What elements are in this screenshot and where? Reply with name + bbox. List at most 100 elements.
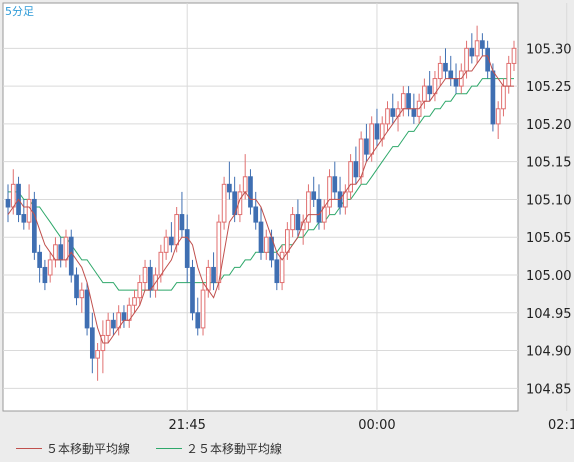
candle-body-up: [437, 62, 443, 80]
candle-body-up: [464, 47, 469, 72]
candle-body-down: [253, 206, 259, 223]
candle: [332, 161, 338, 200]
candle-body-down: [411, 108, 417, 117]
candle-body-up: [79, 289, 85, 299]
candle-body-down: [390, 108, 396, 117]
candle: [47, 252, 53, 283]
x-tick-label: 00:00: [358, 418, 395, 433]
candle: [390, 93, 396, 124]
candle-body-up: [242, 176, 248, 193]
candle: [353, 146, 359, 185]
candle: [474, 25, 480, 64]
candle-body-down: [485, 47, 490, 72]
candle: [480, 33, 485, 56]
candle-body-down: [480, 40, 485, 49]
candle-body-up: [142, 266, 148, 284]
candle: [364, 123, 369, 162]
candle: [511, 40, 517, 71]
candle-body-down: [374, 123, 380, 140]
candle: [327, 169, 332, 215]
candle: [306, 184, 311, 230]
candle-body-down: [353, 161, 359, 178]
ma5-line: [7, 55, 514, 344]
candle: [42, 259, 48, 291]
candle-body-down: [5, 198, 11, 208]
candle: [95, 343, 100, 381]
candle-body-down: [190, 266, 195, 314]
candle-body-up: [501, 85, 506, 110]
candle-body-up: [400, 93, 406, 110]
x-tick-label: 02:15: [548, 418, 574, 433]
candle: [163, 229, 169, 260]
y-tick-label: 104.90: [526, 345, 572, 360]
candle-body-up: [327, 176, 332, 208]
y-tick-label: 105.25: [526, 80, 572, 95]
ma5-layer: [7, 55, 514, 344]
candle-body-down: [453, 78, 459, 87]
y-tick-label: 105.30: [526, 42, 572, 57]
y-tick-label: 104.85: [526, 382, 572, 397]
legend-ma25: ２５本移動平均線: [156, 441, 283, 456]
candle-body-up: [174, 214, 180, 246]
candle: [485, 40, 490, 79]
candle: [32, 191, 37, 260]
candle-body-up: [205, 266, 211, 291]
candle-body-up: [163, 236, 169, 253]
candle: [227, 161, 232, 200]
candle-body-down: [364, 138, 369, 155]
candle-body-down: [32, 198, 37, 253]
candle-body-down: [84, 289, 90, 329]
candle-body-down: [195, 312, 201, 329]
candle: [221, 176, 227, 230]
y-tick-label: 105.05: [526, 231, 572, 246]
candle-body-down: [469, 47, 475, 57]
candle-body-up: [95, 350, 100, 359]
candle-body-up: [385, 108, 390, 125]
candle-body-up: [263, 236, 269, 253]
candle-body-up: [369, 123, 375, 155]
candle: [21, 199, 27, 230]
candle: [179, 191, 185, 238]
legend-ma25-label: ２５本移動平均線: [186, 441, 283, 456]
candle: [258, 207, 264, 260]
candle-body-down: [406, 93, 411, 110]
candle-body-up: [290, 214, 295, 231]
candle: [79, 282, 85, 313]
candle: [290, 207, 295, 238]
candle-body-down: [427, 85, 433, 95]
legend-ma5: ５本移動平均線: [16, 441, 130, 456]
candle-body-up: [158, 251, 164, 276]
candle: [374, 108, 380, 147]
candle-body-down: [68, 236, 74, 276]
candle-body-down: [258, 221, 264, 253]
candle-body-down: [21, 214, 27, 223]
candle: [316, 184, 322, 230]
y-tick-label: 105.20: [526, 118, 572, 133]
candle: [253, 191, 259, 230]
candle-body-up: [306, 191, 311, 223]
candle-body-up: [495, 108, 501, 125]
candle: [295, 199, 301, 238]
candle-body-down: [42, 266, 48, 284]
candle-body-up: [348, 161, 353, 193]
y-tick-label: 104.95: [526, 307, 572, 322]
candle: [184, 214, 190, 283]
candle-body-up: [358, 138, 364, 178]
legend-ma5-swatch: [16, 447, 42, 449]
candle-body-down: [184, 229, 190, 268]
candle-body-down: [295, 214, 301, 231]
candle-body-up: [200, 289, 206, 329]
candle: [105, 312, 111, 343]
candle: [216, 214, 222, 291]
candle-body-up: [506, 62, 512, 87]
candle-body-down: [490, 70, 496, 125]
candle: [274, 252, 280, 291]
x-axis-labels: 21:45 00:00 02:15: [168, 418, 574, 433]
y-tick-label: 105.15: [526, 156, 572, 171]
candle-body-down: [248, 176, 253, 208]
period-label: 5分足: [5, 5, 34, 18]
candle-body-down: [169, 236, 174, 246]
candle: [311, 176, 317, 207]
